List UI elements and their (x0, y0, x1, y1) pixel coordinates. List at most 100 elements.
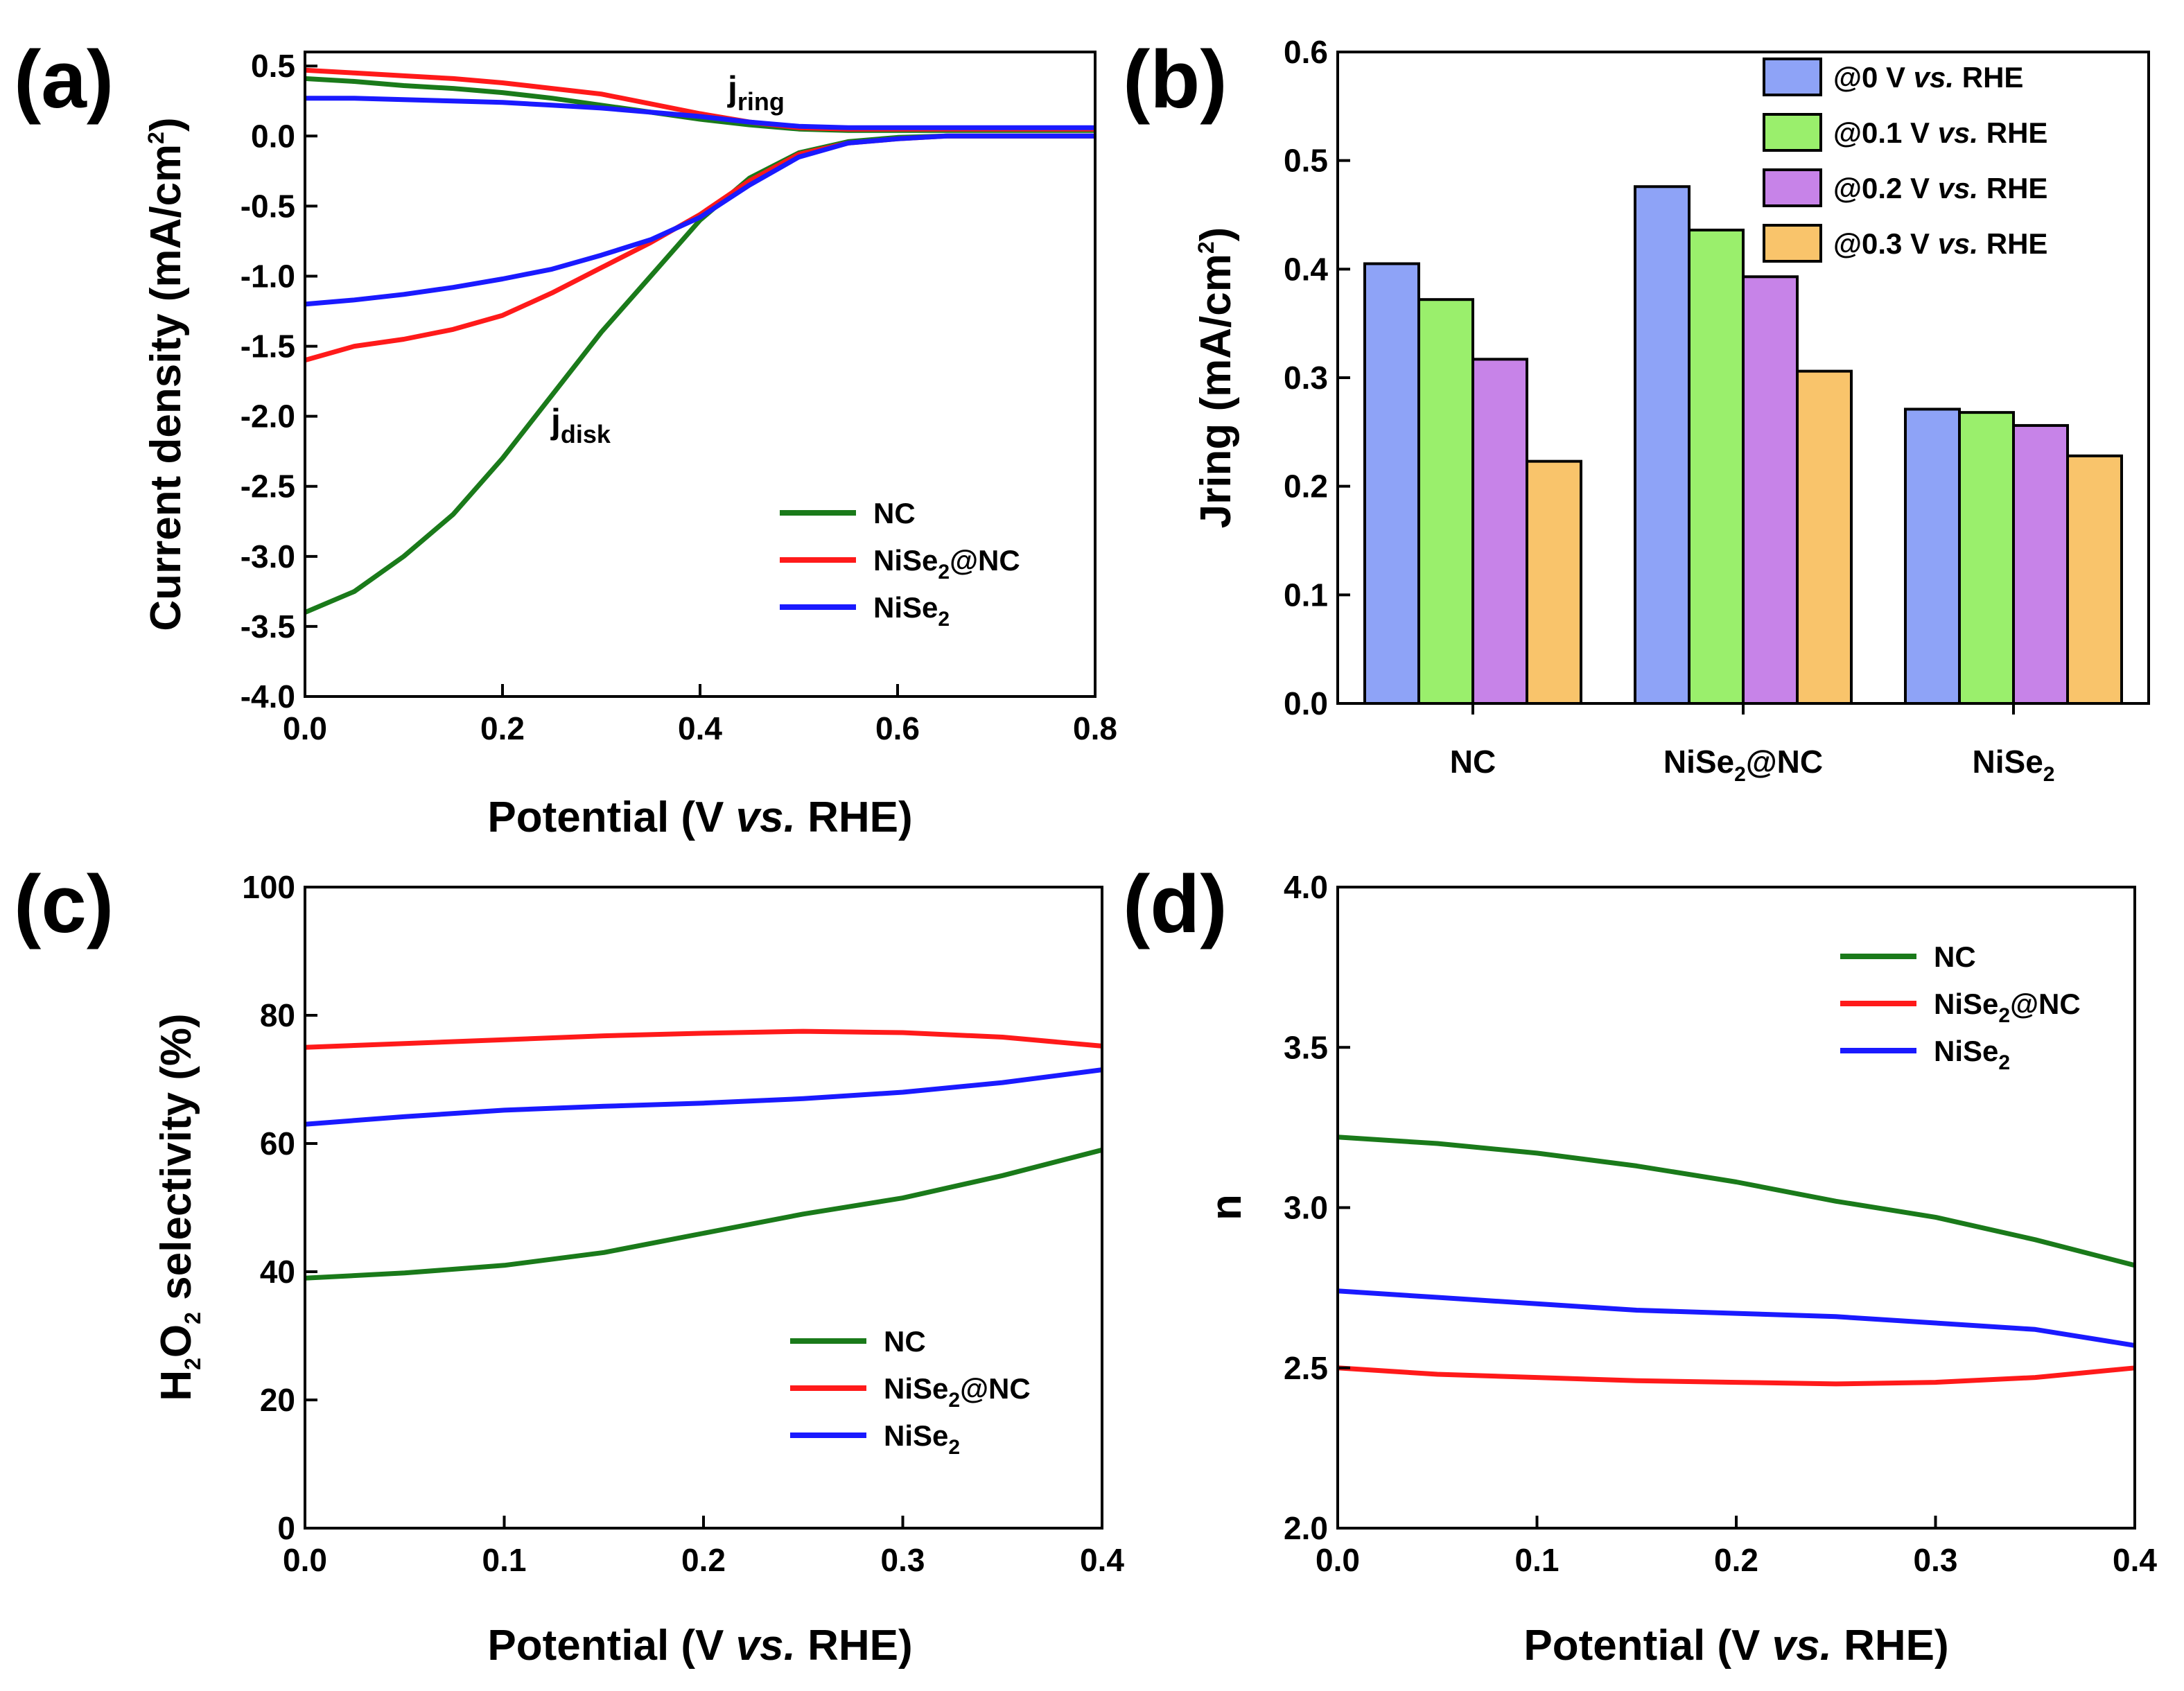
bar-1-1 (1688, 228, 1745, 705)
x-tick-label: 0.6 (875, 710, 920, 746)
bar-2-1 (1958, 411, 2015, 706)
panel-a-label: (a) (14, 34, 114, 125)
legend-label: NC (1934, 940, 1976, 973)
panel-b-label: (b) (1123, 34, 1228, 125)
panel-a-series (304, 67, 1095, 615)
y-tick-label: 0.1 (1284, 577, 1328, 613)
y-tick-label: 0 (277, 1510, 295, 1546)
y-tick-label: 0.5 (1284, 143, 1328, 179)
legend-swatch (1763, 168, 1822, 207)
x-tick-label: 0.2 (681, 1542, 726, 1578)
panel-d-legend: NC NiSe2@NC NiSe2 (1840, 940, 2081, 1074)
category-label: NiSe2@NC (1663, 744, 1823, 786)
series-line-1 (1337, 1365, 2135, 1387)
panel-d-x-label: Potential (V vs. RHE) (1523, 1622, 1948, 1670)
panel-a-legend: NC NiSe2@NC NiSe2 (780, 497, 1020, 631)
panel-b: (b) 0.6 0.5 0.4 0.3 0.2 0.1 0.0 NC NiSe2@NC NiSe… (1123, 34, 2150, 786)
panel-a-x-ticks: 0.0 0.2 0.4 0.6 0.8 (283, 684, 1117, 746)
x-tick-label: 0.8 (1073, 710, 1117, 746)
bar-1-0 (1634, 185, 1691, 705)
y-tick-label: 2.0 (1284, 1510, 1328, 1546)
series-line-0 (304, 1147, 1103, 1281)
y-tick-label: 3.0 (1284, 1190, 1328, 1226)
y-tick-label: 100 (242, 869, 295, 905)
y-tick-label: 2.5 (1284, 1350, 1328, 1386)
x-tick-label: 0.4 (678, 710, 722, 746)
bar-0-3 (1526, 459, 1582, 706)
legend-label: @0.1 V vs. RHE (1833, 116, 2047, 149)
series-line-1 (304, 1028, 1103, 1050)
legend-label: NC (873, 497, 916, 529)
panel-b-y-label: Jring (mA/cm2) (1192, 227, 1240, 529)
legend-label: @0.2 V vs. RHE (1833, 172, 2047, 204)
j-ring-annotation: jring (727, 69, 785, 116)
bar-0-1 (1417, 298, 1474, 705)
legend-label: NiSe2@NC (873, 544, 1020, 584)
category-label: NiSe2 (1973, 744, 2055, 786)
series-line-0 (1337, 1134, 2135, 1268)
y-tick-label: -3.0 (241, 538, 295, 575)
x-tick-label: 0.1 (482, 1542, 527, 1578)
series-line-1 (304, 133, 1095, 363)
legend-label: NiSe2@NC (884, 1372, 1031, 1412)
j-disk-annotation: jdisk (550, 402, 611, 448)
x-tick-label: 0.0 (1316, 1542, 1360, 1578)
legend-label: NC (884, 1325, 926, 1358)
panel-d-y-ticks: 4.0 3.5 3.0 2.5 2.0 (1284, 869, 1350, 1546)
panel-c-label: (c) (14, 859, 114, 950)
panel-d: (d) 0.0 0.1 0.2 0.3 0.4 4.0 3.5 3.0 2.5 2.0 Pote… (1123, 859, 2157, 1670)
series-line-2 (1337, 1288, 2135, 1348)
y-tick-label: -2.0 (241, 398, 295, 435)
legend-label: @0.3 V vs. RHE (1833, 227, 2047, 260)
x-tick-label: 0.3 (881, 1542, 925, 1578)
y-tick-label: 0.3 (1284, 360, 1328, 396)
panel-b-legend: @0 V vs. RHE @0.1 V vs. RHE @0.2 V vs. RHE… (1763, 58, 2047, 263)
bar-1-2 (1742, 275, 1799, 705)
panel-b-categories: NC NiSe2@NC NiSe2 (1450, 703, 2055, 786)
panel-d-y-label: n (1203, 1194, 1250, 1220)
series-line-2 (304, 1067, 1103, 1127)
series-line-2 (304, 133, 1095, 307)
panel-c-frame (304, 886, 1103, 1530)
bar-2-0 (1904, 408, 1961, 706)
y-tick-label: 60 (260, 1125, 295, 1162)
bar-0-2 (1471, 358, 1528, 705)
panel-c-x-label: Potential (V vs. RHE) (487, 1622, 912, 1670)
x-tick-label: 0.3 (1914, 1542, 1958, 1578)
panel-c-y-ticks: 100 80 60 40 20 0 (242, 869, 317, 1546)
y-tick-label: 0.4 (1284, 251, 1328, 287)
y-tick-label: 0.6 (1284, 34, 1328, 70)
panel-b-y-ticks: 0.6 0.5 0.4 0.3 0.2 0.1 0.0 (1284, 34, 1350, 721)
panel-a-y-label: Current density (mA/cm2) (142, 117, 190, 631)
panel-a-y-ticks: 0.5 0.0 -0.5 -1.0 -1.5 -2.0 -2.5 -3.0 -3.5 -4.0 (241, 48, 317, 715)
x-tick-label: 0.4 (1080, 1542, 1124, 1578)
x-tick-label: 0.0 (283, 1542, 327, 1578)
y-tick-label: 40 (260, 1254, 295, 1290)
panel-d-x-ticks: 0.0 0.1 0.2 0.3 0.4 (1316, 1516, 2157, 1578)
panel-c-legend: NC NiSe2@NC NiSe2 (790, 1325, 1031, 1459)
y-tick-label: 80 (260, 997, 295, 1033)
legend-label: NiSe2@NC (1934, 988, 2081, 1027)
y-tick-label: 3.5 (1284, 1029, 1328, 1065)
y-tick-label: 0.0 (251, 118, 295, 154)
panel-c-x-ticks: 0.0 0.1 0.2 0.3 0.4 (283, 1516, 1124, 1578)
y-tick-label: -2.5 (241, 468, 295, 505)
bar-2-2 (2012, 423, 2069, 706)
panel-c-series (304, 1028, 1103, 1281)
series-line-3 (304, 76, 1095, 133)
category-label: NC (1450, 744, 1496, 780)
y-tick-label: -0.5 (241, 188, 295, 224)
panel-c-y-label: H2O2 selectivity (%) (152, 1013, 205, 1401)
legend-label: NiSe2 (1934, 1035, 2010, 1074)
bar-2-3 (2066, 454, 2123, 705)
y-tick-label: 0.2 (1284, 468, 1328, 505)
legend-swatch (1763, 224, 1822, 263)
y-tick-label: 20 (260, 1382, 295, 1418)
legend-label: NiSe2 (884, 1419, 960, 1459)
series-line-0 (304, 133, 1095, 615)
bar-1-3 (1796, 369, 1853, 705)
panel-c: (c) 0.0 0.1 0.2 0.3 0.4 100 80 60 40 20 0 Potenti… (14, 859, 1124, 1670)
bar-0-0 (1363, 262, 1420, 705)
panel-b-bars (1363, 185, 2123, 706)
